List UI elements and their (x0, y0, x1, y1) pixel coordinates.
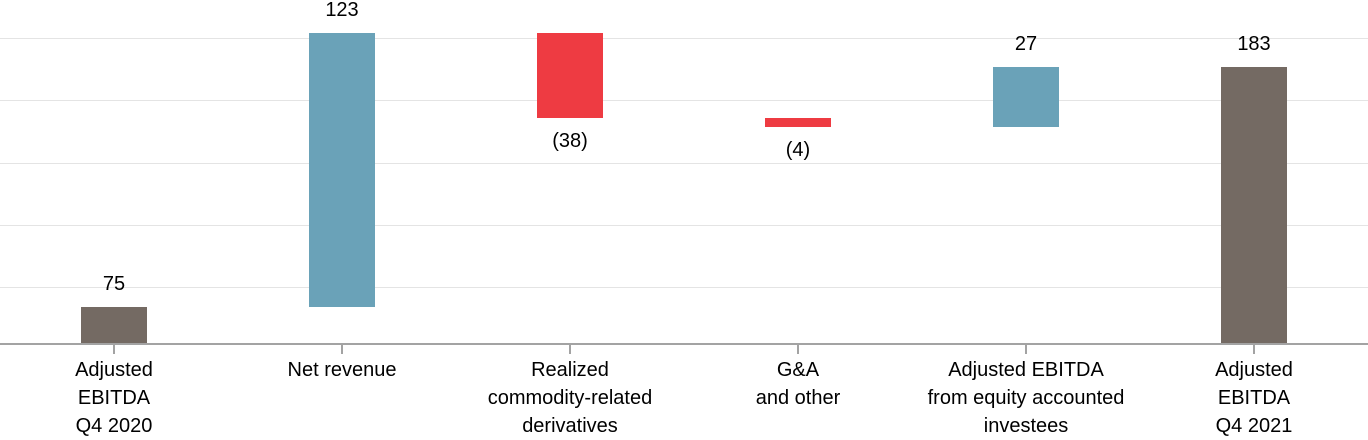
category-label-line: EBITDA (77, 387, 151, 409)
category-label-adjusted-ebitda-q4-2021: Adjusted EBITDA Q4 2021 (1140, 356, 1368, 440)
category-label-line: Q4 2021 (1215, 415, 1293, 437)
category-label-line: G&A (776, 359, 820, 381)
category-label-net-revenue: Net revenue (228, 356, 456, 384)
category-label-ga-and-other: G&A and other (684, 356, 912, 412)
axis-tick-mark (1253, 344, 1255, 354)
bar-value-label: 123 (325, 0, 359, 22)
category-label-equity-investees: Adjusted EBITDA from equity accounted in… (912, 356, 1140, 440)
category-label-line: commodity-related (487, 387, 653, 409)
axis-tick-mark (1025, 344, 1027, 354)
category-label-realized-derivatives: Realized commodity-related derivatives (456, 356, 684, 440)
waterfall-bar-increase (993, 66, 1059, 127)
category-label-line: Net revenue (287, 359, 397, 381)
category-axis-line (0, 342, 1368, 345)
bar-value-label: 183 (1237, 32, 1271, 55)
category-label-line: Realized (531, 359, 609, 381)
bar-value-label: (4) (785, 139, 811, 161)
category-label-line: from equity accounted (927, 387, 1125, 409)
waterfall-bar-increase (309, 33, 375, 308)
waterfall-bar-total (81, 307, 147, 343)
waterfall-bar-decrease (537, 33, 603, 118)
category-label-line: EBITDA (1217, 387, 1291, 409)
bar-value-label: 75 (102, 273, 126, 296)
category-label-line: Adjusted (75, 359, 153, 381)
category-label-line: Adjusted EBITDA (948, 359, 1104, 381)
axis-tick-mark (569, 344, 571, 354)
category-label-line: and other (755, 387, 841, 409)
horizontal-gridline (0, 225, 1368, 226)
horizontal-gridline (0, 287, 1368, 289)
axis-tick-mark (797, 344, 799, 354)
axis-tick-mark (341, 344, 343, 354)
horizontal-gridline (0, 100, 1368, 102)
waterfall-bar-total (1221, 66, 1287, 343)
bar-value-label: 27 (1014, 32, 1038, 55)
category-label-line: derivatives (522, 415, 618, 437)
category-label-line: Adjusted (1215, 359, 1293, 381)
category-label-adjusted-ebitda-q4-2020: Adjusted EBITDA Q4 2020 (0, 356, 228, 440)
bar-value-label: (38) (552, 130, 588, 153)
waterfall-bar-decrease (765, 118, 831, 127)
horizontal-gridline (0, 162, 1368, 164)
horizontal-gridline (0, 37, 1368, 39)
axis-tick-mark (113, 344, 115, 354)
category-label-line: Q4 2020 (75, 415, 153, 437)
category-label-line: investees (983, 415, 1069, 437)
